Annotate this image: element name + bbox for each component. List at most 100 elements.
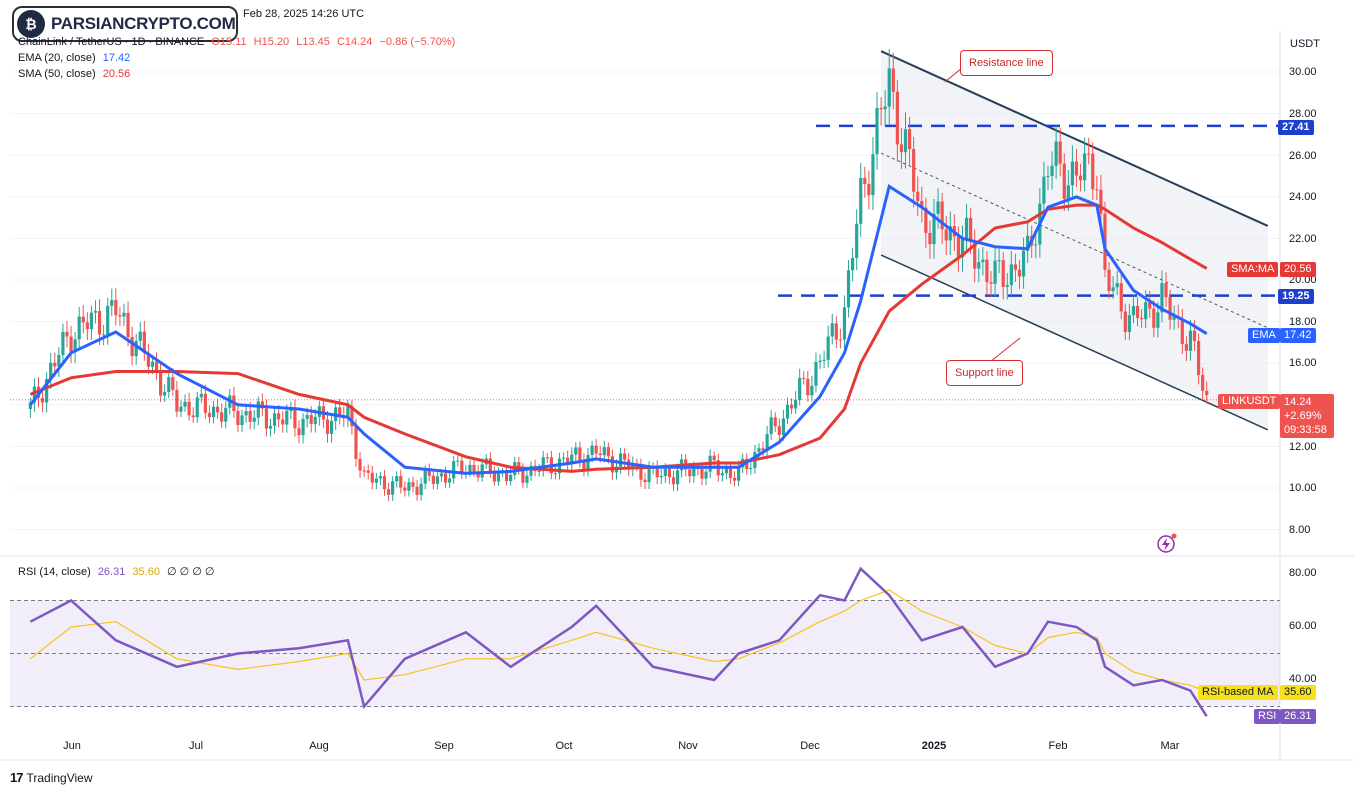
sma-badge-label: SMA:MA: [1231, 263, 1275, 275]
price-tick: 30.00: [1289, 66, 1317, 78]
candle-body: [106, 305, 110, 335]
candle-body: [985, 259, 989, 283]
candle-body: [1131, 306, 1136, 316]
candle-body: [415, 486, 419, 495]
symbol-title: ChainLink / TetherUS · 1D · BINANCE: [18, 36, 205, 48]
candle-body: [830, 323, 834, 337]
candle-body: [712, 455, 716, 461]
candle-body: [423, 469, 427, 484]
candle-body: [887, 68, 891, 107]
ema-legend[interactable]: EMA (20, close) 17.42: [18, 51, 130, 66]
candle-body: [134, 340, 138, 357]
candle-body: [399, 476, 403, 488]
candle-body: [818, 360, 822, 362]
price-tick: 12.00: [1289, 441, 1317, 453]
price-tick: 18.00: [1289, 316, 1317, 328]
resistance-callout[interactable]: Resistance line: [960, 50, 1053, 76]
candle-body: [859, 177, 863, 224]
candle-body: [553, 473, 558, 475]
candle-body: [570, 454, 574, 464]
candle-body: [378, 476, 383, 479]
rsi-tick: 80.00: [1289, 567, 1317, 579]
candle-body: [960, 239, 965, 258]
ohlc-change: −0.86 (−5.70%): [379, 36, 456, 48]
footer-brand[interactable]: 17 TradingView: [10, 770, 93, 785]
candle-body: [1196, 340, 1201, 375]
candle-body: [244, 410, 248, 416]
candle-body: [395, 476, 399, 482]
candle-body: [346, 406, 350, 419]
symbol-legend: ChainLink / TetherUS · 1D · BINANCE O15.…: [18, 35, 455, 50]
currency-label[interactable]: USDT: [1290, 38, 1320, 50]
candle-body: [81, 316, 85, 323]
candle-body: [643, 479, 647, 483]
candle-body: [814, 361, 818, 386]
candle-body: [374, 478, 378, 483]
sma-legend[interactable]: SMA (50, close) 20.56: [18, 67, 130, 82]
ohlc-open: O15.11: [211, 36, 247, 48]
candle-body: [492, 473, 496, 482]
candle-body: [1062, 163, 1066, 199]
candle-body: [834, 323, 838, 340]
candle-body: [879, 107, 883, 110]
candle-body: [810, 385, 814, 396]
candle-body: [439, 473, 444, 477]
candle-body: [977, 262, 981, 269]
candle-body: [891, 68, 895, 92]
candle-body: [362, 470, 366, 472]
candle-body: [1034, 244, 1038, 246]
candle-body: [724, 468, 729, 474]
candle-body: [89, 312, 94, 330]
candle-body: [85, 322, 89, 330]
last-price: 14.24: [1284, 396, 1312, 408]
candle-body: [256, 401, 260, 418]
candle-body: [704, 471, 708, 479]
candle-body: [1046, 175, 1050, 177]
candle-body: [989, 282, 993, 284]
candle-body: [285, 410, 289, 425]
candle-body: [1144, 302, 1148, 320]
candle-body: [623, 453, 627, 460]
candle-body: [1026, 235, 1030, 251]
candle-body: [631, 463, 635, 470]
candle-body: [574, 447, 578, 455]
candle-body: [521, 469, 525, 483]
candle-body: [407, 482, 411, 491]
time-tick: Mar: [1160, 740, 1180, 752]
candle-body: [159, 372, 163, 396]
candle-body: [443, 473, 448, 483]
candle-body: [1135, 306, 1140, 318]
candle-body: [1013, 264, 1018, 270]
candle-body: [944, 229, 948, 241]
candle-body: [541, 457, 545, 471]
candle-body: [142, 331, 146, 353]
candle-body: [907, 129, 912, 150]
candle-body: [1115, 283, 1119, 288]
candle-body: [850, 257, 855, 271]
candle-body: [940, 201, 944, 230]
candle-body: [126, 312, 130, 337]
candle-body: [1192, 330, 1197, 341]
symbol-badge: LINKUSDT: [1218, 394, 1281, 409]
candle-body: [732, 477, 737, 481]
time-tick: Oct: [555, 740, 573, 752]
candle-body: [370, 472, 374, 483]
support-callout[interactable]: Support line: [946, 360, 1023, 386]
logo-icon: ₿: [17, 10, 45, 38]
candle-body: [606, 447, 610, 457]
candle-body: [1083, 153, 1087, 181]
candle-body: [1009, 264, 1013, 286]
rsi-legend[interactable]: RSI (14, close) 26.31 35.60 ∅ ∅ ∅ ∅: [18, 565, 215, 580]
candle-body: [566, 457, 570, 464]
candle-body: [505, 472, 509, 482]
candle-body: [1107, 269, 1111, 292]
candle-body: [102, 334, 106, 336]
candle-body: [1123, 311, 1127, 332]
candle-body: [871, 154, 875, 196]
candle-body: [1164, 283, 1168, 298]
candle-body: [49, 362, 53, 379]
candle-body: [1005, 285, 1009, 287]
channel-midline: [880, 152, 1268, 329]
candle-body: [480, 464, 484, 478]
candle-body: [883, 106, 887, 110]
